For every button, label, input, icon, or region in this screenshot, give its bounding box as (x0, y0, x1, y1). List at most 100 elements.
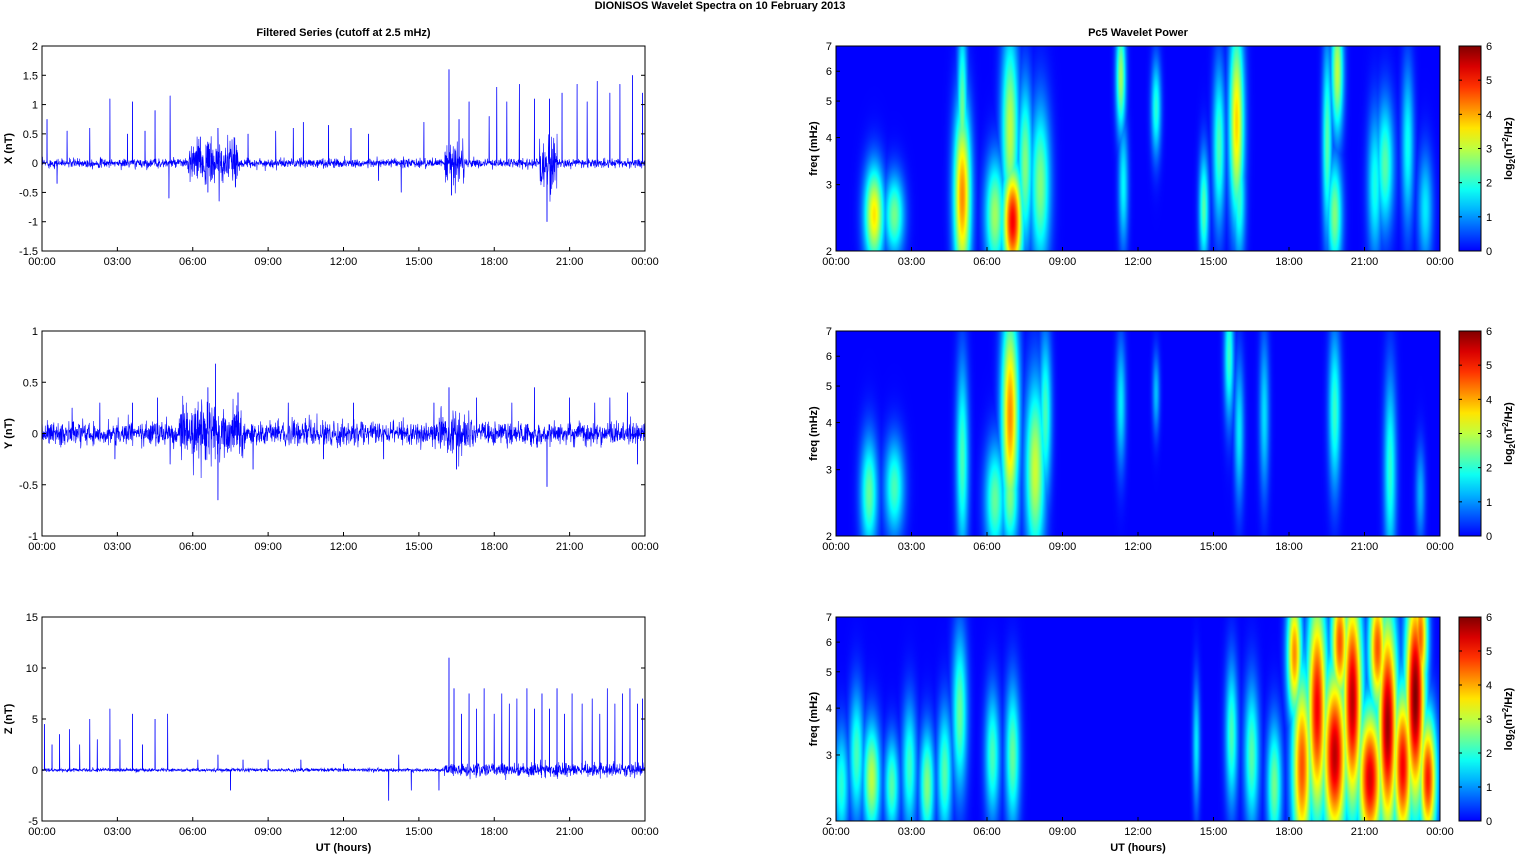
x-tick-label: 03:00 (104, 541, 132, 553)
x-tick-label: 00:00 (631, 541, 659, 553)
colorbar-tick-label: 2 (1486, 748, 1492, 760)
x-tick-label: 18:00 (480, 826, 508, 838)
wavelet-power-image (836, 331, 1440, 536)
y-tick-label: 5 (826, 96, 832, 108)
y-tick-label: 7 (826, 612, 832, 624)
y-axis-label: Z (nT) (3, 703, 15, 734)
x-tick-label: 18:00 (480, 541, 508, 553)
y-axis-label: Y (nT) (3, 418, 15, 449)
x-tick-label: 06:00 (973, 256, 1001, 268)
y-tick-label: 7 (826, 326, 832, 338)
y-axis-label: X (nT) (3, 133, 15, 164)
y-tick-label: 0 (32, 158, 38, 170)
x-tick-label: 21:00 (556, 541, 584, 553)
colorbar-tick-label: 6 (1486, 41, 1492, 53)
x-tick-label: 21:00 (1351, 541, 1379, 553)
x-axis-label: UT (hours) (316, 842, 372, 854)
colorbar-tick-label: 2 (1486, 463, 1492, 475)
colorbar-tick-label: 4 (1486, 394, 1492, 406)
x-tick-label: 00:00 (631, 256, 659, 268)
y-tick-label: 4 (826, 703, 832, 715)
x-tick-label: 09:00 (254, 256, 282, 268)
y-tick-label: 6 (826, 351, 832, 363)
y-tick-label: 1 (32, 326, 38, 338)
y-tick-label: 7 (826, 41, 832, 53)
y-tick-label: 4 (826, 133, 832, 145)
y-tick-label: -0.5 (19, 187, 38, 199)
x-tick-label: 03:00 (104, 826, 132, 838)
colorbar-tick-label: 6 (1486, 612, 1492, 624)
figure-title: DIONISOS Wavelet Spectra on 10 February … (595, 0, 846, 12)
y-tick-label: 6 (826, 637, 832, 649)
colorbar-tick-label: 5 (1486, 75, 1492, 87)
x-tick-label: 03:00 (898, 541, 926, 553)
x-tick-label: 21:00 (556, 826, 584, 838)
x-tick-label: 15:00 (405, 541, 433, 553)
x-tick-label: 12:00 (1124, 826, 1152, 838)
y-tick-label: -1 (28, 217, 38, 229)
colorbar (1459, 46, 1481, 251)
wavelet-power-image (836, 46, 1440, 251)
x-tick-label: 00:00 (1426, 256, 1454, 268)
x-tick-label: 03:00 (898, 256, 926, 268)
x-tick-label: 00:00 (28, 541, 56, 553)
x-tick-label: 15:00 (1200, 826, 1228, 838)
x-tick-label: 00:00 (28, 256, 56, 268)
x-tick-label: 15:00 (1200, 541, 1228, 553)
x-tick-label: 06:00 (973, 541, 1001, 553)
x-tick-label: 00:00 (1426, 826, 1454, 838)
x-tick-label: 00:00 (631, 826, 659, 838)
colorbar-label: log2(nT2/Hz) (1501, 117, 1517, 180)
panel-title: Filtered Series (cutoff at 2.5 mHz) (256, 27, 431, 39)
x-tick-label: 00:00 (1426, 541, 1454, 553)
x-tick-label: 09:00 (1049, 541, 1077, 553)
x-tick-label: 00:00 (28, 826, 56, 838)
x-tick-label: 12:00 (1124, 541, 1152, 553)
colorbar-tick-label: 0 (1486, 531, 1492, 543)
y-tick-label: 4 (826, 418, 832, 430)
x-tick-label: 06:00 (179, 256, 207, 268)
x-tick-label: 09:00 (254, 826, 282, 838)
y-tick-label: 6 (826, 66, 832, 78)
x-tick-label: 21:00 (1351, 826, 1379, 838)
x-tick-label: 09:00 (1049, 256, 1077, 268)
x-tick-label: 03:00 (104, 256, 132, 268)
y-tick-label: 3 (826, 465, 832, 477)
colorbar (1459, 617, 1481, 821)
x-axis-label: UT (hours) (1110, 842, 1166, 854)
x-tick-label: 00:00 (822, 256, 850, 268)
y-tick-label: 5 (826, 381, 832, 393)
y-tick-label: 10 (26, 663, 38, 675)
panel-title: Pc5 Wavelet Power (1088, 27, 1189, 39)
y-tick-label: 15 (26, 612, 38, 624)
x-tick-label: 06:00 (973, 826, 1001, 838)
x-tick-label: 12:00 (330, 541, 358, 553)
colorbar-tick-label: 1 (1486, 497, 1492, 509)
x-tick-label: 15:00 (405, 256, 433, 268)
colorbar-tick-label: 0 (1486, 246, 1492, 258)
colorbar-tick-label: 3 (1486, 714, 1492, 726)
y-axis-label: freq (mHz) (808, 121, 820, 176)
colorbar-label: log2(nT2/Hz) (1501, 687, 1517, 750)
x-tick-label: 15:00 (1200, 256, 1228, 268)
y-tick-label: 0.5 (23, 377, 38, 389)
x-tick-label: 15:00 (405, 826, 433, 838)
x-tick-label: 21:00 (1351, 256, 1379, 268)
y-tick-label: 5 (32, 714, 38, 726)
colorbar-tick-label: 6 (1486, 326, 1492, 338)
colorbar-tick-label: 0 (1486, 816, 1492, 828)
x-tick-label: 18:00 (480, 256, 508, 268)
wavelet-power-image (836, 617, 1440, 821)
y-tick-label: 0 (32, 429, 38, 441)
x-tick-label: 00:00 (822, 826, 850, 838)
x-tick-label: 18:00 (1275, 256, 1303, 268)
colorbar-tick-label: 1 (1486, 782, 1492, 794)
y-axis-label: freq (mHz) (808, 691, 820, 746)
colorbar-tick-label: 3 (1486, 429, 1492, 441)
colorbar-tick-label: 4 (1486, 680, 1492, 692)
x-tick-label: 21:00 (556, 256, 584, 268)
